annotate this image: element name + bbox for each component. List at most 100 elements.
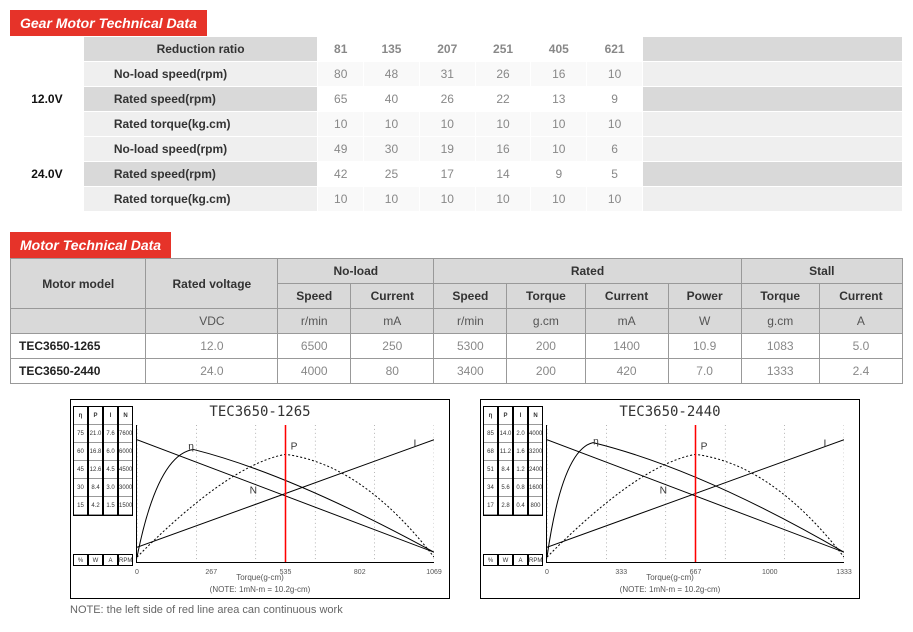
motor-value: 6500 — [278, 334, 351, 359]
param-label: Rated speed(rpm) — [83, 87, 318, 112]
ratio-value: 405 — [531, 37, 587, 62]
motor-value: 80 — [351, 359, 434, 384]
trailing-cell — [643, 112, 903, 137]
param-value: 80 — [318, 62, 364, 87]
param-value: 14 — [475, 162, 531, 187]
left-col-val: 34 — [484, 479, 497, 497]
left-col-val: 1.2 — [514, 461, 527, 479]
ratio-value: 621 — [587, 37, 643, 62]
param-label: No-load speed(rpm) — [83, 62, 318, 87]
param-value: 17 — [419, 162, 475, 187]
param-value: 25 — [364, 162, 420, 187]
left-col-val: 4500 — [119, 461, 132, 479]
motor-value: 10.9 — [668, 334, 741, 359]
param-label: No-load speed(rpm) — [83, 137, 318, 162]
chart-box: TEC3650-1265η7560453015P21.016.812.68.44… — [70, 399, 450, 599]
svg-text:I: I — [824, 439, 827, 450]
bottom-unit: RPM — [118, 554, 133, 566]
left-col: η8568513417 — [483, 406, 498, 516]
trailing-cell — [643, 187, 903, 212]
left-col-val: 85 — [484, 425, 497, 443]
left-col-val: 6.0 — [104, 443, 117, 461]
motor-value: 2.4 — [819, 359, 902, 384]
param-value: 26 — [419, 87, 475, 112]
motor-table: Motor model Rated voltage No-load Rated … — [10, 258, 903, 384]
motor-header: Motor Technical Data — [10, 232, 171, 258]
chart-note: (NOTE: 1mN-m = 10.2g-cm) — [210, 585, 311, 594]
chart-box: TEC3650-2440η8568513417P14.011.28.45.62.… — [480, 399, 860, 599]
motor-value: 250 — [351, 334, 434, 359]
param-value: 10 — [531, 187, 587, 212]
sub-speed: Speed — [434, 284, 507, 309]
model-cell: TEC3650-2440 — [11, 359, 146, 384]
unit-cell: W — [668, 309, 741, 334]
left-col-val: 2.8 — [499, 497, 512, 515]
trailing-cell — [643, 87, 903, 112]
svg-text:η: η — [188, 442, 194, 453]
sub-current: Current — [819, 284, 902, 309]
left-col-val: 11.2 — [499, 443, 512, 461]
voltage-cell: 24.0V — [11, 137, 84, 212]
bottom-unit: % — [483, 554, 498, 566]
group-rated: Rated — [434, 259, 741, 284]
motor-value: 1333 — [741, 359, 819, 384]
param-value: 42 — [318, 162, 364, 187]
trailing-cell — [643, 162, 903, 187]
unit-empty — [11, 309, 146, 334]
left-col-val: 1.5 — [104, 497, 117, 515]
svg-text:P: P — [291, 442, 298, 453]
left-col-val: 51 — [484, 461, 497, 479]
chart-xlabel: Torque(g-cm) — [236, 573, 284, 582]
param-value: 10 — [318, 112, 364, 137]
x-tick: 267 — [205, 569, 217, 576]
chart-axes: ηPIN033366710001333 — [546, 425, 844, 563]
param-value: 49 — [318, 137, 364, 162]
chart-title: TEC3650-1265 — [209, 404, 310, 420]
ratio-spacer — [11, 37, 84, 62]
x-tick: 1000 — [762, 569, 778, 576]
unit-cell: g.cm — [741, 309, 819, 334]
ratio-value: 251 — [475, 37, 531, 62]
left-col: P21.016.812.68.44.2 — [88, 406, 103, 516]
param-value: 65 — [318, 87, 364, 112]
motor-value: 24.0 — [146, 359, 278, 384]
left-col-header: P — [499, 407, 512, 425]
unit-cell: mA — [585, 309, 668, 334]
left-col: N4000320024001600800 — [528, 406, 543, 516]
param-value: 10 — [587, 112, 643, 137]
param-value: 16 — [531, 62, 587, 87]
motor-value: 12.0 — [146, 334, 278, 359]
sub-speed: Speed — [278, 284, 351, 309]
left-col-val: 17 — [484, 497, 497, 515]
unit-cell: A — [819, 309, 902, 334]
param-value: 30 — [364, 137, 420, 162]
motor-value: 3400 — [434, 359, 507, 384]
param-value: 16 — [475, 137, 531, 162]
motor-value: 7.0 — [668, 359, 741, 384]
motor-value: 200 — [507, 334, 585, 359]
param-label: Rated torque(kg.cm) — [83, 112, 318, 137]
bottom-unit: W — [498, 554, 513, 566]
left-col-val: 3.0 — [104, 479, 117, 497]
param-value: 9 — [587, 87, 643, 112]
param-value: 48 — [364, 62, 420, 87]
param-value: 10 — [475, 187, 531, 212]
svg-text:η: η — [593, 437, 599, 448]
left-col-val: 0.4 — [514, 497, 527, 515]
sub-current: Current — [585, 284, 668, 309]
bottom-unit: A — [103, 554, 118, 566]
x-tick: 333 — [615, 569, 627, 576]
unit-cell: VDC — [146, 309, 278, 334]
svg-text:N: N — [250, 486, 257, 497]
motor-value: 5300 — [434, 334, 507, 359]
param-value: 10 — [587, 187, 643, 212]
ratio-value: 207 — [419, 37, 475, 62]
col-model: Motor model — [11, 259, 146, 309]
sub-torque: Torque — [741, 284, 819, 309]
left-col-val: 7600 — [119, 425, 132, 443]
left-col-val: 1.6 — [514, 443, 527, 461]
x-tick: 1069 — [426, 569, 442, 576]
x-tick: 1333 — [836, 569, 852, 576]
left-col: N76006000450030001500 — [118, 406, 133, 516]
left-col: I2.01.61.20.80.4 — [513, 406, 528, 516]
